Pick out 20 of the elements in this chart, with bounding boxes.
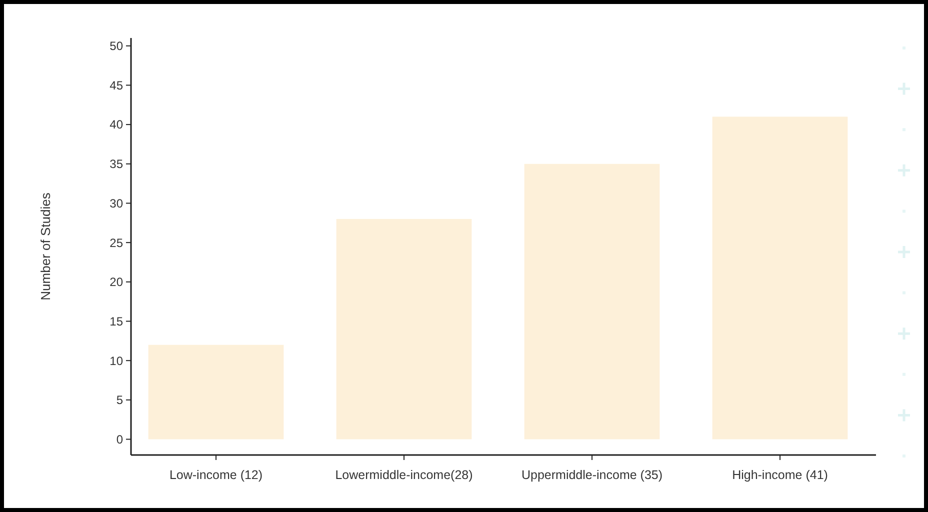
y-tick-label: 25: [110, 236, 124, 250]
bar: [148, 344, 284, 440]
x-tick-label: Low-income (12): [169, 468, 263, 482]
y-tick-label: 35: [110, 157, 124, 172]
y-axis-title: Number of Studies: [38, 192, 53, 300]
y-tick-label: 45: [110, 78, 124, 92]
y-tick-label: 50: [110, 39, 124, 54]
bar: [712, 116, 848, 440]
y-tick-label: 15: [110, 314, 124, 328]
bar: [336, 218, 472, 440]
x-tick-label: High-income (41): [732, 468, 828, 482]
y-tick-label: 10: [110, 354, 124, 368]
x-tick-label: Uppermiddle-income (35): [521, 468, 663, 482]
x-tick-label: Lowermiddle-income(28): [335, 468, 473, 482]
y-tick-label: 0: [116, 432, 124, 446]
bar: [524, 164, 660, 440]
y-tick-label: 30: [110, 196, 124, 210]
y-tick-label: 40: [110, 118, 124, 132]
y-tick-label: 5: [116, 393, 124, 408]
y-tick-label: 20: [110, 275, 124, 290]
